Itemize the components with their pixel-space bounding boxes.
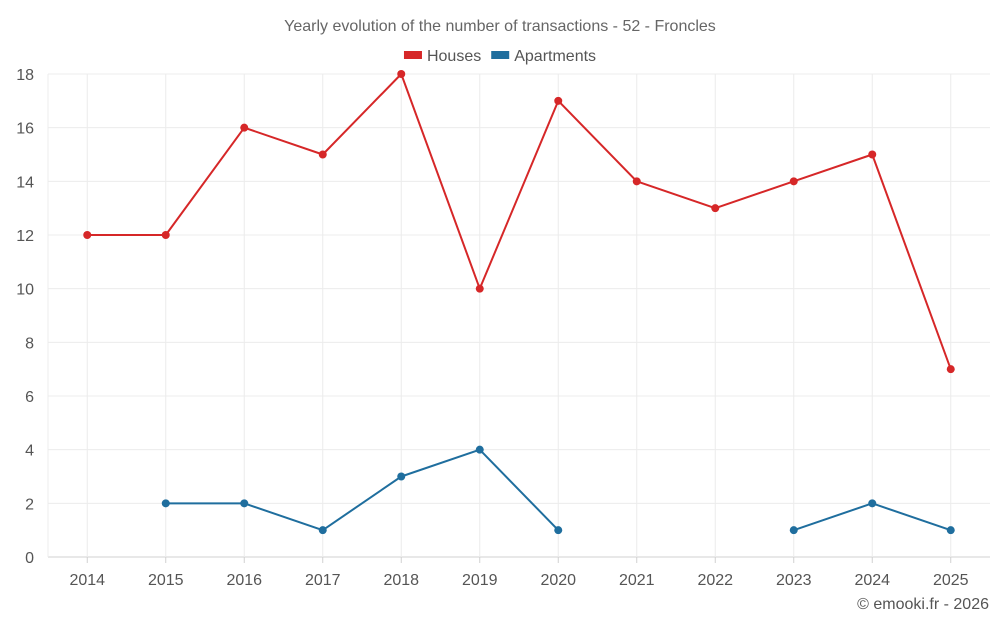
axes: 0 2 4 6 8 10 12 14 16 18 2014 2015 2016 2017 2018 2019 2… <box>16 67 968 589</box>
x-tick-label: 2021 <box>619 572 655 589</box>
chart-title: Yearly evolution of the number of transa… <box>284 18 716 35</box>
houses-point-2016[interactable] <box>240 123 249 132</box>
legend: Houses Apartments <box>403 48 596 65</box>
houses-point-2023[interactable] <box>789 177 798 186</box>
x-tick-label: 2022 <box>697 572 733 589</box>
houses-point-2021[interactable] <box>632 177 641 186</box>
x-tick-label: 2016 <box>226 572 262 589</box>
x-tick-label: 2014 <box>69 572 105 589</box>
houses-point-2025[interactable] <box>946 365 955 374</box>
apartments-point-2016[interactable] <box>240 499 249 508</box>
houses-point-2018[interactable] <box>397 70 406 78</box>
houses-line <box>87 73 952 370</box>
y-tick-label: 8 <box>25 335 34 352</box>
apartments-point-2023[interactable] <box>789 526 798 535</box>
x-tick-label: 2020 <box>540 572 576 589</box>
houses-point-2022[interactable] <box>711 204 720 213</box>
y-tick-label: 0 <box>25 550 34 567</box>
apartments-line <box>165 448 559 532</box>
x-tick-label: 2017 <box>305 572 341 589</box>
series-houses <box>83 70 955 374</box>
legend-label: Apartments <box>514 48 596 65</box>
apartments-point-2015[interactable] <box>161 499 170 508</box>
houses-point-2020[interactable] <box>554 96 563 105</box>
legend-item-houses[interactable]: Houses <box>403 48 481 65</box>
legend-swatch <box>403 51 422 59</box>
apartments-point-2024[interactable] <box>868 499 877 508</box>
apartments-point-2018[interactable] <box>397 472 406 481</box>
y-tick-label: 6 <box>25 389 34 406</box>
houses-point-2014[interactable] <box>83 231 92 239</box>
apartments-point-2020[interactable] <box>554 526 563 535</box>
credit-text: © emooki.fr - 2026 <box>857 596 989 613</box>
y-tick-label: 10 <box>16 282 34 299</box>
apartments-point-2025[interactable] <box>946 526 955 535</box>
x-tick-label: 2023 <box>776 572 812 589</box>
apartments-point-2017[interactable] <box>318 526 327 535</box>
x-tick-label: 2018 <box>383 572 419 589</box>
y-tick-label: 4 <box>25 443 34 460</box>
series-apartments <box>161 445 955 535</box>
houses-point-2015[interactable] <box>161 231 170 239</box>
houses-point-2017[interactable] <box>318 150 327 159</box>
houses-point-2024[interactable] <box>868 150 877 159</box>
x-tick-label: 2019 <box>462 572 498 589</box>
x-tick-label: 2025 <box>933 572 969 589</box>
y-tick-label: 16 <box>16 121 34 138</box>
y-tick-label: 14 <box>16 174 34 191</box>
y-tick-label: 18 <box>16 67 34 84</box>
apartments-point-2019[interactable] <box>475 445 484 454</box>
series-layer <box>83 70 955 535</box>
legend-item-apartments[interactable]: Apartments <box>491 48 596 65</box>
legend-swatch <box>491 51 510 59</box>
legend-label: Houses <box>427 48 481 65</box>
grid <box>48 73 990 558</box>
x-tick-label: 2015 <box>148 572 184 589</box>
houses-point-2019[interactable] <box>475 284 484 293</box>
x-tick-label: 2024 <box>854 572 890 589</box>
y-tick-label: 2 <box>25 496 34 513</box>
y-tick-label: 12 <box>16 228 34 245</box>
